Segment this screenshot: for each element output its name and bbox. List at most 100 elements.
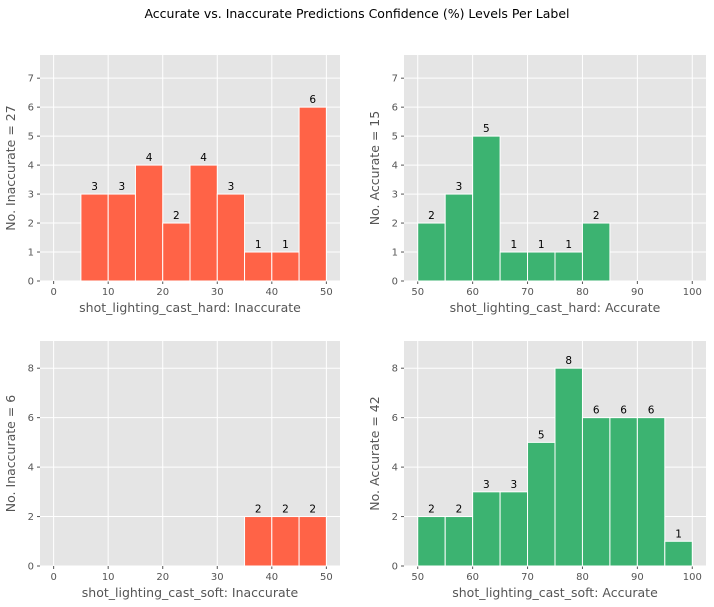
histogram-bar — [271, 516, 300, 567]
y-tick-label: 4 — [392, 161, 398, 172]
x-tick-label: 50 — [411, 572, 424, 583]
x-tick-label: 50 — [320, 572, 333, 583]
histogram-bar — [581, 417, 611, 567]
y-tick-label: 1 — [28, 248, 34, 259]
y-axis-label: No. Accurate = 42 — [367, 396, 382, 510]
x-axis-label: shot_lighting_cast_soft: Accurate — [452, 585, 658, 600]
bar-value-label: 4 — [200, 152, 207, 164]
bar-value-label: 5 — [538, 429, 545, 441]
histogram-bar — [244, 516, 273, 567]
x-axis-label: shot_lighting_cast_soft: Inaccurate — [82, 585, 299, 600]
histogram-bar — [107, 193, 136, 282]
bar-value-label: 1 — [255, 239, 262, 251]
bar-value-label: 3 — [483, 479, 490, 491]
histogram-bar — [472, 135, 501, 282]
y-tick-label: 2 — [28, 219, 34, 230]
histogram-bar — [298, 106, 327, 282]
x-tick-label: 100 — [683, 287, 702, 298]
histogram-bar — [581, 222, 611, 282]
y-tick-label: 4 — [28, 463, 34, 474]
y-tick-label: 3 — [28, 190, 34, 201]
y-tick-label: 8 — [28, 364, 34, 375]
y-axis-label: No. Inaccurate = 6 — [3, 395, 18, 512]
histogram-bar — [499, 251, 529, 282]
y-tick-label: 2 — [392, 219, 398, 230]
y-tick-label: 3 — [392, 190, 398, 201]
bar-value-label: 6 — [309, 94, 316, 106]
bar-value-label: 2 — [428, 210, 435, 222]
x-axis-label: shot_lighting_cast_hard: Inaccurate — [79, 300, 301, 315]
x-tick-label: 100 — [683, 572, 702, 583]
bar-value-label: 3 — [91, 181, 98, 193]
bar-value-label: 3 — [228, 181, 235, 193]
bar-value-label: 1 — [675, 528, 682, 540]
histogram-bar — [298, 516, 327, 567]
y-tick-label: 7 — [392, 74, 398, 85]
histogram-bar — [527, 441, 556, 567]
x-tick-label: 0 — [50, 287, 56, 298]
x-axis-label: shot_lighting_cast_hard: Accurate — [450, 300, 661, 315]
x-tick-label: 80 — [576, 287, 589, 298]
y-tick-label: 1 — [392, 248, 398, 259]
y-tick-label: 0 — [28, 562, 34, 573]
y-tick-label: 4 — [392, 463, 398, 474]
bar-value-label: 1 — [538, 239, 545, 251]
histogram-bar — [444, 193, 474, 282]
x-tick-label: 0 — [50, 572, 56, 583]
histogram-bar — [554, 251, 583, 282]
y-tick-label: 8 — [392, 364, 398, 375]
x-tick-label: 70 — [521, 572, 534, 583]
y-tick-label: 2 — [28, 512, 34, 523]
y-tick-label: 4 — [28, 161, 34, 172]
y-tick-label: 6 — [392, 413, 398, 424]
histogram-bar — [134, 164, 164, 282]
bar-value-label: 4 — [146, 152, 153, 164]
figure-title: Accurate vs. Inaccurate Predictions Conf… — [144, 6, 570, 21]
histogram-bar — [216, 193, 246, 282]
y-tick-label: 0 — [392, 277, 398, 288]
bar-value-label: 2 — [282, 504, 289, 516]
x-tick-label: 40 — [265, 287, 278, 298]
bar-value-label: 5 — [483, 123, 490, 135]
histogram-bar — [472, 491, 501, 567]
bar-value-label: 6 — [648, 405, 655, 417]
subplot-4: 0 2 4 6 8 50 60 70 80 90 100 2 2 3 3 5 8 6 6 6 1 shot_lightin… — [367, 341, 706, 600]
bar-value-label: 8 — [565, 355, 572, 367]
y-axis-label: No. Inaccurate = 27 — [3, 105, 18, 230]
histogram-bar — [271, 251, 300, 282]
x-tick-label: 60 — [466, 287, 479, 298]
histogram-bar — [162, 222, 191, 282]
subplot-1: 0 1 2 3 4 5 6 7 0 10 20 30 40 50 3 3 4 2 4 3 1 1 6 shot_lightin… — [3, 55, 340, 315]
histogram-bar — [527, 251, 556, 282]
histogram-bar — [554, 367, 583, 567]
bar-value-label: 1 — [282, 239, 289, 251]
histogram-bar — [417, 222, 446, 282]
bar-value-label: 3 — [456, 181, 463, 193]
x-tick-label: 10 — [102, 572, 115, 583]
x-tick-label: 10 — [102, 287, 115, 298]
bar-value-label: 2 — [255, 504, 262, 516]
y-tick-label: 2 — [392, 512, 398, 523]
histogram-bar — [609, 417, 638, 567]
y-tick-label: 5 — [392, 132, 398, 143]
histogram-bar — [636, 417, 666, 567]
subplot-3: 0 2 4 6 8 0 10 20 30 40 50 2 2 2 shot_lighting_cast_so… — [3, 341, 340, 600]
x-tick-label: 30 — [211, 287, 224, 298]
histogram-bar — [664, 540, 693, 567]
bar-value-label: 1 — [565, 239, 572, 251]
y-tick-label: 7 — [28, 74, 34, 85]
x-tick-label: 40 — [265, 572, 278, 583]
y-tick-label: 0 — [28, 277, 34, 288]
bar-value-label: 2 — [173, 210, 180, 222]
bar-value-label: 2 — [428, 504, 435, 516]
x-tick-label: 90 — [631, 287, 644, 298]
bar-value-label: 2 — [309, 504, 316, 516]
bar-value-label: 6 — [620, 405, 627, 417]
x-tick-label: 20 — [156, 287, 169, 298]
y-tick-label: 0 — [392, 562, 398, 573]
histogram-bar — [417, 516, 446, 567]
histogram-bar — [244, 251, 273, 282]
y-axis-label: No. Accurate = 15 — [367, 111, 382, 225]
histogram-bar — [80, 193, 109, 282]
